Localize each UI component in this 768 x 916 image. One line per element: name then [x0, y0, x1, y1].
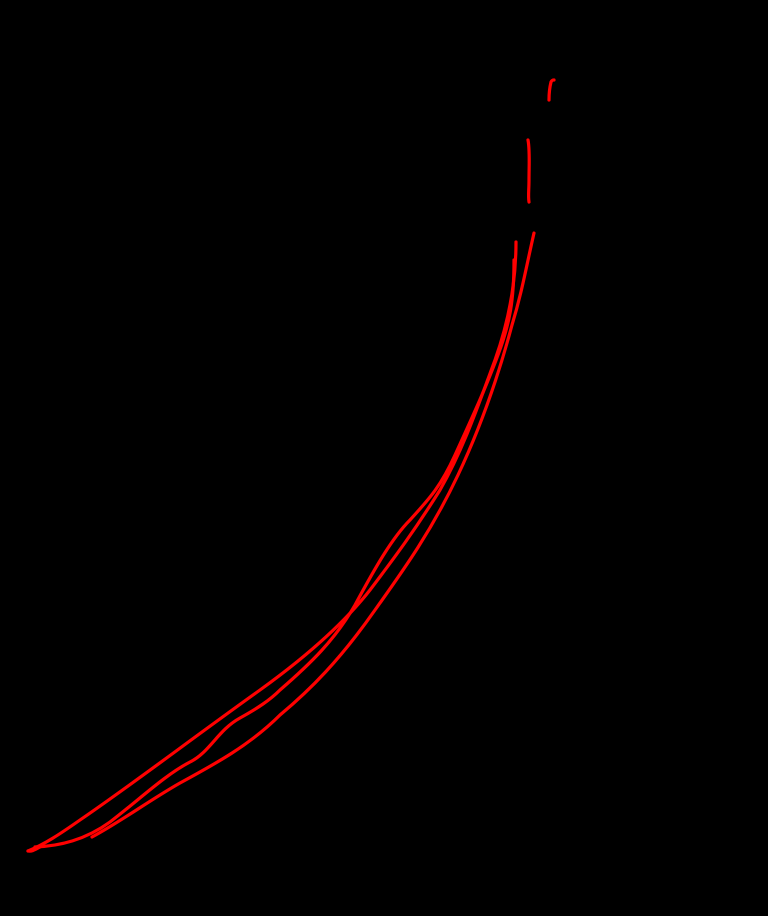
curve-stroke-outer [26, 240, 518, 853]
dash-stroke-upper [526, 138, 531, 204]
tail-flick-stroke [26, 845, 42, 853]
dash-stroke-top [547, 78, 556, 102]
curve-stroke-inner [90, 231, 536, 839]
curve-stroke-middle [33, 258, 516, 849]
